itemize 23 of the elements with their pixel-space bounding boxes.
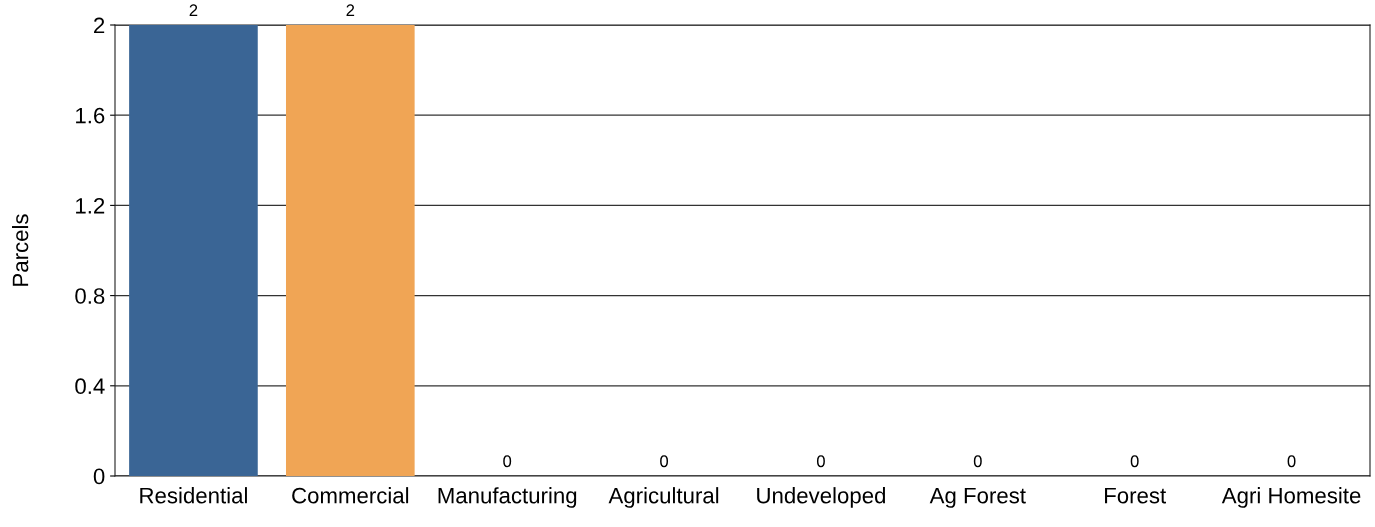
data-label: 2 bbox=[346, 4, 355, 16]
data-label: 2 bbox=[189, 4, 198, 16]
x-tick-label: Residential bbox=[140, 487, 247, 504]
y-tick-label: 1.2 bbox=[76, 197, 105, 214]
data-label: 0 bbox=[973, 455, 982, 468]
data-label: 0 bbox=[1287, 455, 1296, 468]
data-label: 0 bbox=[1130, 455, 1139, 468]
x-tick-label: Agricultural bbox=[608, 487, 719, 508]
x-tick-label: Commercial bbox=[292, 487, 409, 504]
data-label: 0 bbox=[816, 455, 825, 468]
x-tick-label: Undeveloped bbox=[757, 487, 885, 508]
x-tick-label: Manufacturing bbox=[438, 487, 577, 508]
x-tick-label: Ag Forest bbox=[929, 487, 1026, 508]
y-tick-label: 0 bbox=[93, 468, 105, 485]
y-tick-label: 0.8 bbox=[75, 288, 105, 304]
x-tick-label: Agri Homesite bbox=[1221, 487, 1361, 508]
x-tick-label: Forest bbox=[1105, 487, 1167, 504]
y-axis-title: Parcels bbox=[12, 214, 29, 286]
data-label: 0 bbox=[660, 455, 669, 468]
y-tick-label: 0.4 bbox=[75, 378, 105, 395]
y-tick-label: 1.6 bbox=[76, 107, 105, 124]
y-tick-label: 2 bbox=[94, 17, 105, 34]
data-label: 0 bbox=[503, 455, 512, 468]
